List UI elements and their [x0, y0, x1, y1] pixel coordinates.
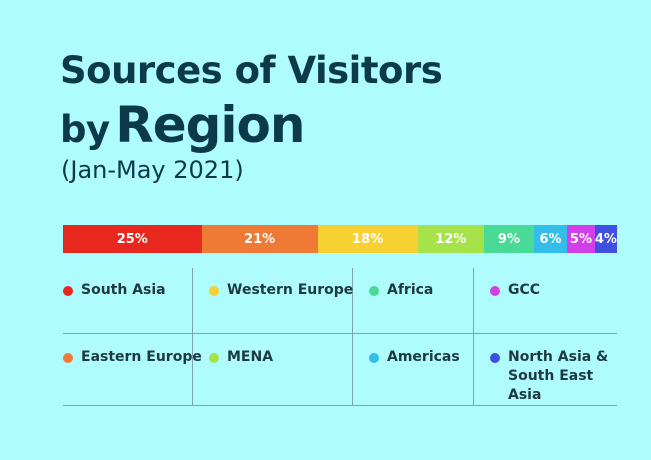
legend-label: South Asia — [81, 282, 166, 298]
bar-segment: 4% — [594, 225, 617, 253]
stacked-bar: 25% 21% 18% 12% 9% 6% 5% 4% — [63, 225, 617, 253]
legend-item: Western Europe — [209, 281, 353, 300]
bar-segment: 5% — [567, 225, 595, 253]
legend-label: Eastern Europe — [81, 349, 202, 365]
legend-item: North Asia & South East Asia — [490, 348, 617, 405]
legend-divider-bottom — [63, 405, 617, 406]
legend-item: South Asia — [63, 281, 166, 300]
bar-segment: 21% — [201, 225, 318, 253]
legend-label: Americas — [387, 349, 460, 365]
legend-color-dot — [63, 286, 73, 296]
data-label: 21% — [244, 231, 276, 247]
data-label: 6% — [539, 231, 562, 247]
data-label: 4% — [594, 231, 617, 247]
chart-title-by: by — [60, 108, 110, 151]
legend-divider-vertical — [352, 268, 353, 406]
legend-color-dot — [490, 286, 500, 296]
bar-segment: 12% — [417, 225, 485, 253]
legend-item: GCC — [490, 281, 540, 300]
legend-color-dot — [369, 353, 379, 363]
legend-divider-vertical — [473, 268, 474, 406]
bar-segment: 6% — [533, 225, 568, 253]
legend-label: Africa — [387, 282, 434, 298]
data-label: 5% — [569, 231, 592, 247]
bar-segment: 25% — [63, 225, 202, 253]
legend-label: GCC — [508, 282, 541, 298]
legend-item: Eastern Europe — [63, 348, 202, 367]
legend-label: Western Europe — [227, 282, 354, 298]
chart-title-region: Region — [115, 96, 305, 154]
legend-label: North Asia & South East Asia — [508, 349, 609, 403]
legend: South Asia Western Europe Africa GCC Eastern… — [63, 268, 617, 406]
bar-segment: 18% — [317, 225, 418, 253]
legend-color-dot — [490, 353, 500, 363]
legend-color-dot — [63, 353, 73, 363]
legend-item: MENA — [209, 348, 273, 367]
legend-color-dot — [209, 286, 219, 296]
legend-divider-vertical — [192, 268, 193, 406]
legend-label: MENA — [227, 349, 274, 365]
data-label: 12% — [435, 231, 467, 247]
chart-subtitle: (Jan-May 2021) — [61, 156, 244, 184]
data-label: 9% — [497, 231, 520, 247]
data-label: 25% — [116, 231, 148, 247]
legend-color-dot — [209, 353, 219, 363]
legend-color-dot — [369, 286, 379, 296]
chart-title-line-1: Sources of Visitors — [60, 49, 443, 92]
data-label: 18% — [352, 231, 384, 247]
legend-divider-horizontal — [63, 333, 617, 334]
bar-segment: 9% — [484, 225, 534, 253]
legend-item: Africa — [369, 281, 433, 300]
legend-item: Americas — [369, 348, 460, 367]
chart-title-line-2: by Region — [60, 100, 305, 151]
